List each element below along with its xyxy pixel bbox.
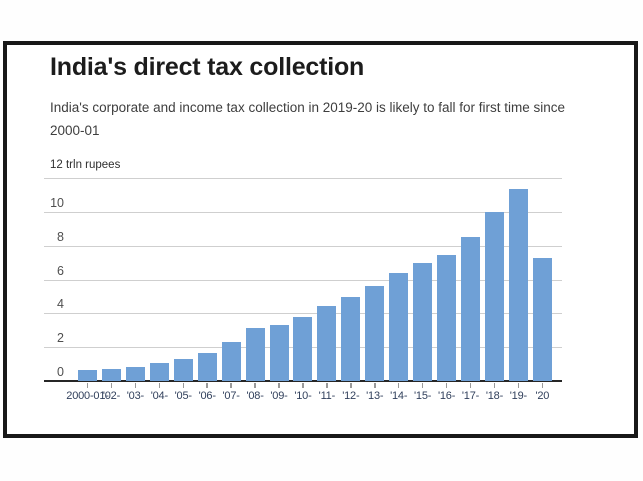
y-axis-unit-label: 12 trln rupees bbox=[50, 159, 121, 171]
x-tick-label: '08- bbox=[246, 390, 264, 402]
bar bbox=[293, 317, 313, 381]
bar bbox=[173, 358, 193, 381]
x-tick-label: '03- bbox=[126, 390, 144, 402]
x-tick-label: '06- bbox=[198, 390, 216, 402]
bar bbox=[221, 342, 241, 381]
x-tick bbox=[533, 383, 552, 389]
bar bbox=[197, 353, 217, 381]
x-tick bbox=[270, 383, 289, 389]
bar bbox=[413, 263, 433, 381]
bar bbox=[101, 369, 121, 381]
bar bbox=[125, 366, 145, 381]
bar bbox=[365, 286, 385, 381]
x-tick bbox=[246, 383, 265, 389]
bar bbox=[341, 297, 361, 381]
x-tick-label: '10- bbox=[294, 390, 312, 402]
y-tick-label: 8 bbox=[57, 229, 64, 244]
bar bbox=[437, 255, 457, 381]
y-tick-label: 4 bbox=[57, 297, 64, 312]
x-tick bbox=[461, 383, 480, 389]
bar bbox=[317, 305, 337, 381]
chart-title: India's direct tax collection bbox=[50, 53, 365, 81]
x-tick bbox=[293, 383, 312, 389]
x-axis-ticks bbox=[78, 383, 552, 389]
bar bbox=[78, 369, 97, 381]
x-tick bbox=[365, 383, 384, 389]
y-tick-label: 10 bbox=[50, 195, 64, 210]
x-tick-label: '19- bbox=[509, 390, 527, 402]
x-tick bbox=[317, 383, 336, 389]
bar bbox=[508, 188, 528, 381]
x-tick-label: '11- bbox=[318, 390, 336, 402]
y-tick-label: 0 bbox=[57, 365, 64, 379]
bar-series bbox=[78, 178, 552, 381]
x-tick-label: '18- bbox=[485, 390, 504, 402]
x-tick-label: '16- bbox=[437, 390, 456, 402]
x-tick-label: '17- bbox=[461, 390, 480, 402]
bar bbox=[532, 257, 552, 381]
x-tick-label: 2000-01- bbox=[66, 390, 109, 402]
gridline bbox=[44, 279, 562, 281]
x-tick-label: '09- bbox=[270, 390, 288, 402]
x-tick bbox=[102, 383, 121, 389]
chart-subtitle: India's corporate and income tax collect… bbox=[50, 100, 566, 139]
x-tick bbox=[389, 383, 408, 389]
x-tick bbox=[485, 383, 504, 389]
x-tick-label: '14- bbox=[390, 390, 408, 402]
x-tick-label: '12- bbox=[342, 390, 360, 402]
bar bbox=[149, 363, 169, 381]
bar bbox=[484, 211, 504, 381]
gridline bbox=[44, 178, 562, 179]
x-tick-label: '07- bbox=[222, 390, 240, 402]
x-tick-label: '05- bbox=[174, 390, 192, 402]
x-tick bbox=[509, 383, 528, 389]
x-tick bbox=[150, 383, 169, 389]
x-tick-label: '13- bbox=[366, 390, 384, 402]
y-tick-label: 2 bbox=[57, 331, 64, 346]
bar bbox=[245, 327, 265, 381]
x-tick bbox=[222, 383, 241, 389]
bar bbox=[269, 324, 289, 381]
x-tick-label: '15- bbox=[414, 390, 432, 402]
bar bbox=[461, 237, 480, 381]
bar bbox=[389, 273, 409, 381]
x-tick bbox=[174, 383, 193, 389]
x-tick bbox=[198, 383, 217, 389]
x-tick-label: '20 bbox=[535, 390, 550, 402]
x-tick-label: '02- bbox=[102, 390, 121, 402]
x-axis-labels: 2000-01- '02- '03- '04- '05- '06- '07- '08- '09-… bbox=[66, 390, 552, 402]
gridline bbox=[44, 245, 562, 247]
x-tick bbox=[437, 383, 456, 389]
y-tick-label: 6 bbox=[57, 263, 64, 278]
x-tick-label: '04- bbox=[150, 390, 168, 402]
x-tick bbox=[341, 383, 360, 389]
gridline bbox=[44, 313, 562, 315]
gridline bbox=[44, 211, 562, 213]
x-tick bbox=[413, 383, 432, 389]
x-tick bbox=[78, 383, 97, 389]
x-tick bbox=[126, 383, 145, 389]
